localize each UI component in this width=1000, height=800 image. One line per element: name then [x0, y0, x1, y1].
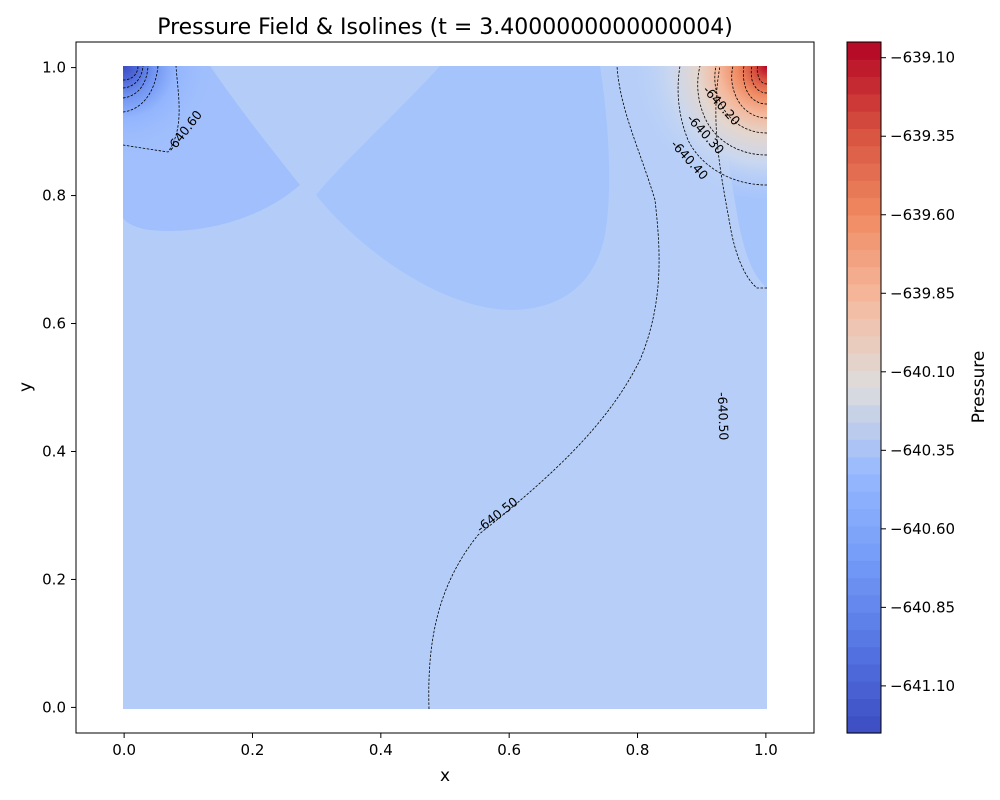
isoline-top-left-3 [123, 66, 149, 99]
y-tick-label: 0.8 [42, 187, 66, 205]
isoline-top-right-3 [714, 66, 767, 134]
contour-label: -640.50 [715, 392, 732, 441]
colorbar: −639.10 −639.35 −639.60 −639.85 −640.10 −640.… [846, 41, 989, 734]
x-tick-label: 0.4 [369, 741, 393, 759]
colorbar-band [847, 698, 881, 717]
colorbar-band [847, 318, 881, 337]
x-axis: 0.0 0.2 0.4 0.6 0.8 1.0 [112, 733, 778, 759]
colorbar-border [846, 41, 882, 734]
isoline-top-left-5 [123, 66, 139, 81]
colorbar-band [847, 59, 881, 78]
colorbar-band [847, 715, 881, 734]
x-tick-label: 0.2 [241, 741, 265, 759]
colorbar-tick-label: −639.35 [890, 127, 955, 145]
colorbar-tick-label: −639.85 [890, 284, 955, 302]
y-axis: 0.0 0.2 0.4 0.6 0.8 1.0 [42, 59, 76, 716]
colorbar-band [847, 387, 881, 406]
colorbar-band [847, 283, 881, 302]
chart-title: Pressure Field & Isolines (t = 3.4000000… [157, 15, 733, 40]
colorbar-band [847, 439, 881, 458]
y-tick-label: 1.0 [42, 59, 66, 77]
colorbar-tick-label: −640.10 [890, 363, 955, 381]
isoline-right [715, 66, 767, 289]
colorbar-label: Pressure [969, 351, 989, 424]
colorbar-band [847, 42, 881, 60]
plot-border [75, 41, 815, 734]
colorbar-band [847, 612, 881, 630]
isoline-top-right-5 [742, 66, 767, 105]
colorbar-ticks: −639.10 −639.35 −639.60 −639.85 −640.10 −640.… [881, 49, 955, 695]
colorbar-band [847, 301, 881, 319]
colorbar-tick-label: −639.10 [890, 49, 955, 67]
colorbar-band [847, 560, 881, 579]
colorbar-band [847, 128, 881, 147]
colorbar-band [847, 370, 881, 389]
colorbar-band [847, 404, 881, 423]
colorbar-bands [847, 42, 881, 734]
colorbar-band [847, 93, 881, 112]
colorbar-band [847, 542, 881, 561]
isoline-top-left-1 [123, 66, 180, 153]
colorbar-band [847, 473, 881, 492]
field-maximum-shading [123, 66, 767, 709]
colorbar-tick-label: −641.10 [890, 677, 955, 695]
colorbar-tick-label: −640.60 [890, 520, 955, 538]
colorbar-band [847, 180, 881, 199]
colorbar-band [847, 214, 881, 233]
colorbar-band [847, 111, 881, 129]
isoline-top-left-4 [123, 66, 144, 89]
colorbar-tick-label: −639.60 [890, 206, 955, 224]
colorbar-band [847, 577, 881, 596]
x-tick-label: 0.0 [112, 741, 136, 759]
colorbar-band [847, 629, 881, 648]
colorbar-band [847, 162, 881, 181]
isoline-top-right-6 [750, 66, 767, 94]
isoline-top-right-4 [731, 66, 767, 119]
isolines [123, 66, 767, 709]
y-tick-label: 0.2 [42, 570, 66, 588]
isoline-main [428, 66, 660, 709]
plot-frame: -640.60-640.20-640.30-640.40-640.50-640.… [42, 41, 815, 759]
isoline-top-right-1 [677, 66, 767, 186]
colorbar-band [847, 663, 881, 682]
colorbar-band [847, 491, 881, 510]
colorbar-band [847, 594, 881, 613]
isoline-top-left-2 [123, 66, 159, 113]
colorbar-band [847, 456, 881, 475]
y-tick-label: 0.0 [42, 698, 66, 716]
x-tick-label: 0.6 [497, 741, 521, 759]
colorbar-band [847, 232, 881, 250]
x-axis-label: x [440, 766, 450, 786]
y-axis-label: y [16, 382, 36, 392]
pressure-field: -640.60-640.20-640.30-640.40-640.50-640.… [123, 66, 767, 709]
colorbar-band [847, 249, 881, 268]
x-tick-label: 1.0 [754, 741, 778, 759]
y-tick-label: 0.4 [42, 442, 66, 460]
colorbar-band [847, 266, 881, 285]
isoline-top-right-7 [756, 66, 767, 85]
colorbar-band [847, 335, 881, 354]
colorbar-band [847, 76, 881, 95]
y-tick-label: 0.6 [42, 315, 66, 333]
colorbar-band [847, 197, 881, 216]
colorbar-tick-label: −640.35 [890, 441, 955, 459]
colorbar-band [847, 508, 881, 527]
colorbar-band [847, 646, 881, 665]
colorbar-band [847, 145, 881, 164]
colorbar-tick-label: −640.85 [890, 598, 955, 616]
colorbar-band [847, 352, 881, 371]
isoline-top-right-2 [697, 66, 767, 156]
colorbar-band [847, 422, 881, 440]
colorbar-band [847, 681, 881, 700]
colorbar-band [847, 525, 881, 544]
x-tick-label: 0.8 [626, 741, 650, 759]
